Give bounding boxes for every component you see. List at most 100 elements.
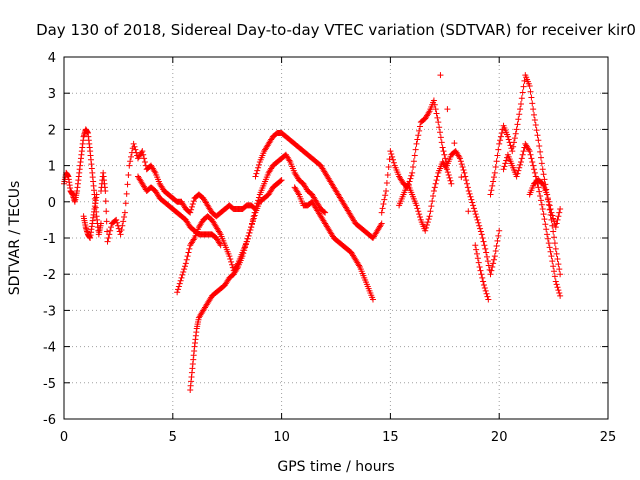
data-point — [557, 271, 564, 278]
data-point — [483, 290, 490, 297]
data-point — [476, 222, 483, 229]
data-point — [410, 158, 417, 165]
data-point — [509, 148, 516, 155]
data-point — [437, 72, 444, 79]
data-point — [475, 259, 482, 266]
data-point — [175, 286, 182, 293]
data-point — [528, 94, 535, 101]
data-point — [176, 280, 183, 287]
y-tick-label: -6 — [43, 413, 56, 428]
data-point — [489, 263, 496, 270]
data-point — [539, 166, 546, 173]
data-point — [416, 123, 423, 130]
data-point — [411, 152, 418, 159]
data-point — [416, 214, 423, 221]
data-point — [517, 158, 524, 165]
data-point — [548, 209, 555, 216]
data-point — [234, 265, 241, 272]
x-tick-label: 20 — [491, 430, 508, 445]
series-arc-4 — [134, 173, 224, 249]
data-point — [444, 106, 451, 113]
data-point — [104, 238, 111, 245]
data-point — [252, 206, 259, 213]
data-point — [542, 221, 549, 228]
data-point — [416, 211, 423, 218]
data-point — [470, 202, 477, 209]
data-point — [389, 153, 396, 160]
data-point — [518, 95, 525, 102]
y-tick-label: 1 — [48, 160, 56, 175]
data-point — [438, 139, 445, 146]
data-point — [321, 208, 328, 215]
data-point — [356, 262, 363, 269]
data-point — [187, 209, 194, 216]
data-point — [228, 261, 235, 268]
data-point — [549, 258, 556, 265]
data-point — [497, 137, 504, 144]
data-point — [433, 177, 440, 184]
data-point — [425, 216, 432, 223]
data-point — [216, 229, 223, 236]
data-point — [477, 267, 484, 274]
data-point — [377, 221, 384, 228]
data-point — [249, 216, 256, 223]
y-tick-label: -2 — [43, 268, 56, 283]
data-point — [556, 290, 563, 297]
data-point — [555, 261, 562, 268]
data-point — [128, 153, 135, 160]
data-point — [444, 169, 451, 176]
data-point — [488, 187, 495, 194]
data-point — [185, 249, 192, 256]
data-point — [554, 216, 561, 223]
data-point — [103, 218, 110, 225]
data-point — [517, 161, 524, 168]
data-point — [487, 191, 494, 198]
data-point — [520, 83, 527, 90]
data-point — [541, 176, 548, 183]
data-point — [387, 148, 394, 155]
data-point — [151, 168, 158, 175]
data-point — [378, 209, 385, 216]
data-point — [139, 148, 146, 155]
data-point — [463, 177, 470, 184]
data-point — [497, 133, 504, 140]
data-point — [541, 216, 548, 223]
series-arc-9 — [378, 97, 503, 278]
data-point — [407, 175, 414, 182]
data-point — [250, 213, 257, 220]
data-point — [479, 274, 486, 281]
data-point — [253, 170, 260, 177]
data-point — [513, 173, 520, 180]
data-point — [531, 166, 538, 173]
data-point — [513, 126, 520, 133]
data-point — [181, 263, 188, 270]
data-point — [550, 215, 557, 222]
data-point — [422, 227, 429, 234]
data-point — [537, 193, 544, 200]
data-point — [526, 148, 533, 155]
data-point — [502, 160, 509, 167]
data-point — [515, 116, 522, 123]
data-point — [476, 263, 483, 270]
data-point — [555, 213, 562, 220]
data-point — [495, 232, 502, 239]
data-point — [457, 158, 464, 165]
data-point — [489, 182, 496, 189]
data-point — [322, 209, 329, 216]
data-point — [254, 167, 261, 174]
data-point — [123, 190, 130, 197]
data-point — [140, 151, 147, 158]
data-point — [514, 121, 521, 128]
data-point — [413, 202, 420, 209]
data-point — [108, 224, 115, 231]
data-points — [61, 72, 564, 394]
y-tick-label: -4 — [43, 341, 56, 356]
data-point — [124, 181, 131, 188]
data-point — [384, 172, 391, 179]
data-point — [482, 287, 489, 294]
data-point — [126, 162, 133, 169]
data-point — [385, 164, 392, 171]
data-point — [525, 146, 532, 153]
data-point — [190, 198, 197, 205]
data-point — [415, 208, 422, 215]
